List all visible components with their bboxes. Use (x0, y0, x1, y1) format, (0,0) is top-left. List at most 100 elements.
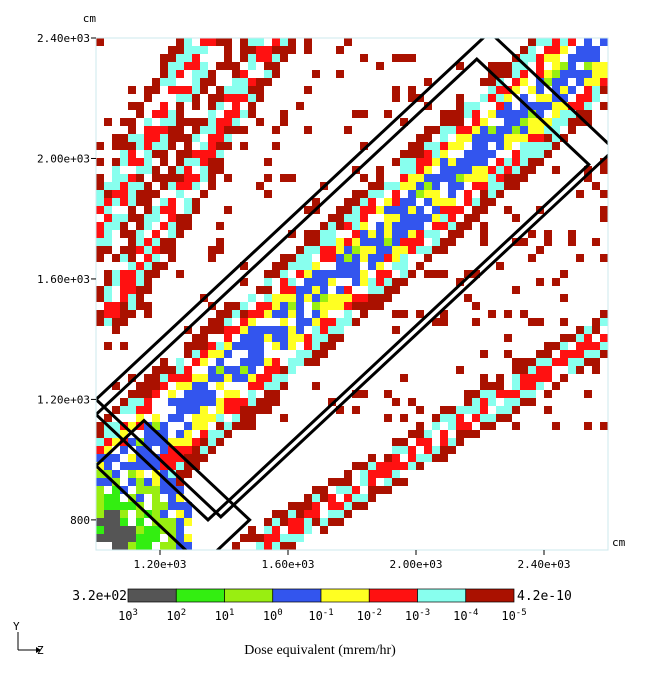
heatmap-cell (488, 190, 496, 198)
heatmap-cell (504, 62, 512, 70)
heatmap-cell (296, 526, 304, 534)
heatmap-cell (432, 318, 440, 326)
heatmap-cell (352, 294, 360, 302)
heatmap-cell (288, 230, 296, 238)
heatmap-cell (128, 478, 136, 486)
heatmap-cell (192, 422, 200, 430)
heatmap-cell (512, 366, 520, 374)
heatmap-cell (368, 262, 376, 270)
heatmap-cell (136, 222, 144, 230)
heatmap-cell (424, 230, 432, 238)
heatmap-cell (208, 246, 216, 254)
heatmap-cell (376, 230, 384, 238)
heatmap-cell (144, 150, 152, 158)
heatmap-cell (344, 198, 352, 206)
heatmap-cell (352, 502, 360, 510)
heatmap-cell (184, 46, 192, 54)
heatmap-cell (520, 94, 528, 102)
heatmap-cell (136, 110, 144, 118)
heatmap-cell (320, 494, 328, 502)
heatmap-cell (320, 334, 328, 342)
heatmap-cell (192, 406, 200, 414)
heatmap-cell (240, 358, 248, 366)
heatmap-cell (480, 374, 488, 382)
heatmap-cell (280, 46, 288, 54)
heatmap-cell (448, 446, 456, 454)
heatmap-cell (544, 142, 552, 150)
heatmap-cell (584, 326, 592, 334)
colorbar-tick-label: 10-5 (501, 608, 526, 623)
heatmap-cell (392, 230, 400, 238)
heatmap-cell (408, 182, 416, 190)
heatmap-cell (256, 350, 264, 358)
heatmap-cell (528, 230, 536, 238)
heatmap-cell (400, 158, 408, 166)
heatmap-cell (192, 118, 200, 126)
heatmap-cell (272, 326, 280, 334)
heatmap-cell (512, 62, 520, 70)
heatmap-cell (184, 350, 192, 358)
heatmap-cell (96, 422, 104, 430)
heatmap-cell (488, 422, 496, 430)
heatmap-cell (96, 238, 104, 246)
heatmap-cell (384, 486, 392, 494)
heatmap-cell (536, 94, 544, 102)
heatmap-cell (240, 374, 248, 382)
heatmap-cell (128, 302, 136, 310)
heatmap-cell (112, 526, 120, 534)
heatmap-cell (504, 94, 512, 102)
heatmap-cell (552, 110, 560, 118)
heatmap-cell (104, 214, 112, 222)
heatmap-cell (128, 310, 136, 318)
heatmap-cell (256, 286, 264, 294)
heatmap-cell (168, 46, 176, 54)
heatmap-cell (424, 174, 432, 182)
heatmap-cell (96, 454, 104, 462)
heatmap-cell (560, 78, 568, 86)
heatmap-cell (520, 166, 528, 174)
heatmap-cell (152, 390, 160, 398)
heatmap-cell (544, 366, 552, 374)
heatmap-cell (136, 478, 144, 486)
heatmap-cell (368, 238, 376, 246)
heatmap-cell (576, 94, 584, 102)
heatmap-cell (224, 86, 232, 94)
heatmap-cell (112, 190, 120, 198)
heatmap-cell (120, 174, 128, 182)
heatmap-cell (208, 150, 216, 158)
heatmap-cell (256, 358, 264, 366)
heatmap-cell (488, 198, 496, 206)
heatmap-cell (496, 166, 504, 174)
heatmap-cell (264, 294, 272, 302)
colorbar-tick-label: 10-3 (405, 608, 430, 623)
heatmap-cell (248, 374, 256, 382)
heatmap-cell (112, 214, 120, 222)
heatmap-cell (584, 422, 592, 430)
heatmap-cell (280, 382, 288, 390)
heatmap-cell (480, 382, 488, 390)
heatmap-cell (344, 246, 352, 254)
heatmap-cell (128, 502, 136, 510)
heatmap-cell (544, 134, 552, 142)
heatmap-cell (168, 182, 176, 190)
heatmap-cell (392, 326, 400, 334)
heatmap-cell (456, 94, 464, 102)
heatmap-cell (216, 382, 224, 390)
heatmap-cell (320, 286, 328, 294)
heatmap-cell (304, 502, 312, 510)
heatmap-cell (176, 374, 184, 382)
heatmap-cell (552, 118, 560, 126)
heatmap-cell (384, 198, 392, 206)
heatmap-cell (160, 430, 168, 438)
heatmap-cell (264, 190, 272, 198)
heatmap-cell (288, 286, 296, 294)
heatmap-cell (408, 174, 416, 182)
heatmap-cell (104, 510, 112, 518)
heatmap-cell (384, 214, 392, 222)
heatmap-cell (568, 366, 576, 374)
heatmap-cell (600, 206, 608, 214)
heatmap-cell (488, 86, 496, 94)
heatmap-cell (520, 174, 528, 182)
heatmap-cell (160, 206, 168, 214)
heatmap-cell (584, 174, 592, 182)
